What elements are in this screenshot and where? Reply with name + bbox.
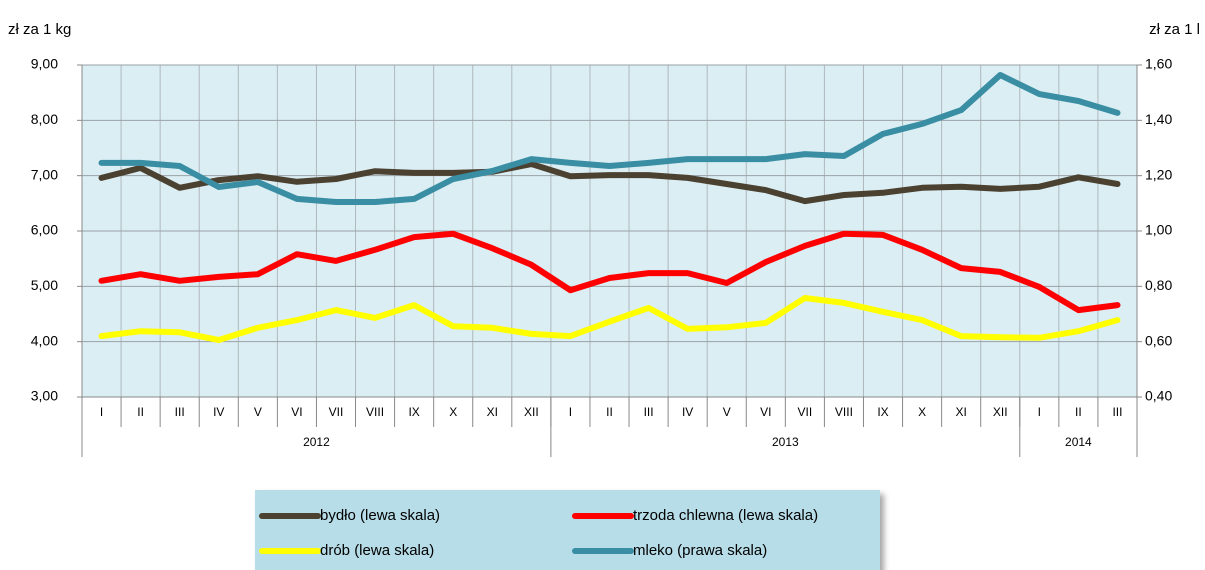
series-line (98, 295, 1121, 343)
x-tick-label: I (100, 405, 103, 419)
x-tick-label: III (644, 405, 654, 419)
y-tick-label: 4,00 (31, 332, 58, 348)
x-tick-label: XII (524, 405, 539, 419)
x-tick-label: VI (291, 405, 302, 419)
x-tick-label: IX (408, 405, 419, 419)
x-tick-label: VII (329, 405, 344, 419)
x-tick-label: II (606, 405, 613, 419)
legend-label: drób (lewa skala) (320, 542, 434, 559)
x-tick-label: X (918, 405, 926, 419)
x-group-label: 2014 (1065, 435, 1092, 449)
y2-tick-label: 1,00 (1145, 222, 1172, 238)
y-tick-label: 6,00 (31, 222, 58, 238)
x-group-label: 2013 (772, 435, 799, 449)
x-tick-label: VIII (366, 405, 384, 419)
y2-tick-label: 1,60 (1145, 56, 1172, 72)
legend-label: mleko (prawa skala) (633, 542, 767, 559)
x-tick-label: IX (877, 405, 888, 419)
y2-tick-label: 1,40 (1145, 111, 1172, 127)
x-tick-label: IV (682, 405, 693, 419)
x-tick-label: X (449, 405, 457, 419)
series-line (98, 230, 1121, 314)
x-tick-label: XI (487, 405, 498, 419)
x-tick-label: XI (955, 405, 966, 419)
x-tick-label: XII (993, 405, 1008, 419)
x-tick-label: V (254, 405, 262, 419)
y-tick-label: 8,00 (31, 111, 58, 127)
y-tick-label: 7,00 (31, 166, 58, 182)
y-tick-label: 5,00 (31, 277, 58, 293)
y-axis-title: zł za 1 kg (8, 21, 71, 38)
series-line (98, 72, 1121, 205)
x-tick-label: VII (798, 405, 813, 419)
x-tick-label: III (1112, 405, 1122, 419)
y-tick-label: 3,00 (31, 388, 58, 404)
y2-tick-label: 0,80 (1145, 277, 1172, 293)
legend-box (255, 490, 880, 570)
x-tick-label: VIII (835, 405, 853, 419)
x-tick-label: IV (213, 405, 224, 419)
x-tick-label: VI (760, 405, 771, 419)
y-tick-label: 9,00 (31, 56, 58, 72)
x-group-label: 2012 (303, 435, 330, 449)
x-tick-label: I (569, 405, 572, 419)
x-tick-label: II (137, 405, 144, 419)
series-line (98, 161, 1121, 205)
y2-tick-label: 0,40 (1145, 388, 1172, 404)
y2-tick-label: 0,60 (1145, 332, 1172, 348)
x-tick-label: V (723, 405, 731, 419)
y2-axis-title: zł za 1 l (1149, 21, 1200, 38)
x-tick-label: III (175, 405, 185, 419)
x-tick-label: I (1038, 405, 1041, 419)
legend-label: bydło (lewa skala) (320, 507, 440, 524)
x-tick-label: II (1075, 405, 1082, 419)
legend-label: trzoda chlewna (lewa skala) (633, 507, 818, 524)
y2-tick-label: 1,20 (1145, 166, 1172, 182)
